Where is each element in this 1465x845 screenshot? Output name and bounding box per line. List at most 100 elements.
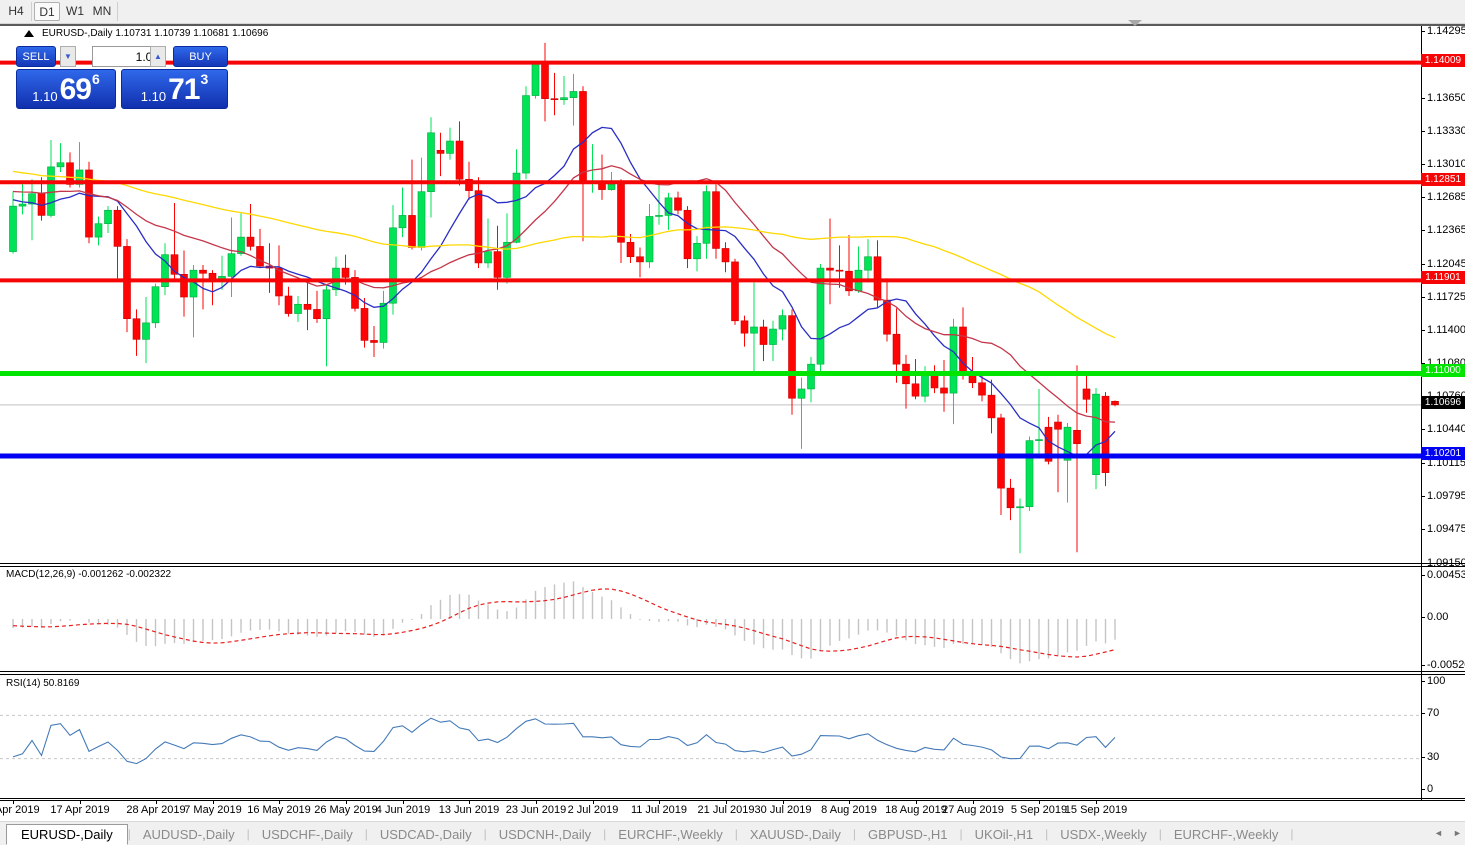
date-tick <box>13 801 14 804</box>
date-label: 30 Jul 2019 <box>754 804 812 816</box>
chart-window <box>0 24 1465 822</box>
price-tick-label: 1.12045 <box>1427 258 1465 270</box>
buy-price-display[interactable]: 1.10 71 3 <box>121 69 228 109</box>
chart-tab-ukoil-h1[interactable]: UKOil-,H1 <box>974 826 1034 842</box>
price-tick-label: 1.10440 <box>1427 423 1465 435</box>
price-tick <box>1421 131 1425 132</box>
chart-tab-gbpusd-h1[interactable]: GBPUSD-,H1 <box>868 826 948 842</box>
price-tick <box>1421 98 1425 99</box>
tab-separator: | <box>852 827 857 841</box>
timeframe-w1-button[interactable]: W1 <box>66 4 84 18</box>
tab-separator: | <box>127 827 131 841</box>
date-tick <box>469 801 470 804</box>
panel-splitter[interactable] <box>0 671 1465 672</box>
sell-button[interactable]: SELL <box>16 46 56 67</box>
rsi-panel-canvas[interactable] <box>0 677 1421 801</box>
chart-tab-usdx-weekly[interactable]: USDX-,Weekly <box>1060 826 1147 842</box>
price-tick-label: 1.09150 <box>1427 557 1465 569</box>
sell-price-display[interactable]: 1.10 69 6 <box>16 69 116 109</box>
date-tick <box>1096 801 1097 804</box>
price-tick <box>1421 31 1425 32</box>
rsi-tick-label: 70 <box>1427 707 1440 719</box>
price-tick <box>1421 197 1425 198</box>
chart-tab-xauusd-daily[interactable]: XAUUSD-,Daily <box>749 826 841 842</box>
panel-splitter <box>0 800 1465 801</box>
lot-size-input[interactable] <box>92 46 166 67</box>
rsi-value: 50.8169 <box>43 678 80 689</box>
chart-tab-audusd-daily[interactable]: AUDUSD-,Daily <box>142 826 235 842</box>
macd-tick <box>1421 617 1425 618</box>
price-tick-label: 1.14295 <box>1427 25 1465 37</box>
date-label: 8 Aug 2019 <box>821 804 877 816</box>
rsi-tick <box>1421 713 1425 714</box>
price-tick-label: 1.09795 <box>1427 490 1465 502</box>
date-tick <box>156 801 157 804</box>
chart-tab-eurchf-weekly[interactable]: EURCHF-,Weekly <box>618 826 723 842</box>
buy-button[interactable]: BUY <box>173 46 228 67</box>
chart-tab-usdchf-daily[interactable]: USDCHF-,Daily <box>261 826 353 842</box>
timeframe-toolbar: H4 D1 W1 MN <box>0 0 1465 24</box>
buy-price-prefix: 1.10 <box>140 89 167 104</box>
price-tick <box>1421 264 1425 265</box>
date-label: 4 Jun 2019 <box>375 804 431 816</box>
tab-separator: | <box>1158 827 1162 841</box>
date-tick <box>973 801 974 804</box>
buy-price-big: 71 <box>168 73 200 106</box>
level-price-label: 1.11901 <box>1421 271 1465 284</box>
rsi-label: RSI(14) <box>6 678 41 689</box>
chart-shift-marker-icon[interactable] <box>1128 20 1142 26</box>
date-label: 5 Sep 2019 <box>1010 804 1068 816</box>
buy-price-pip: 3 <box>200 71 209 87</box>
chart-symbol-label: EURUSD-,Daily <box>42 28 113 39</box>
tab-separator: | <box>1045 827 1049 841</box>
tab-separator: | <box>246 827 250 841</box>
tab-separator: | <box>1290 827 1294 841</box>
date-tick <box>80 801 81 804</box>
date-label: 8 Apr 2019 <box>0 804 40 816</box>
date-label: 21 Jul 2019 <box>697 804 755 816</box>
price-tick-label: 1.11400 <box>1427 324 1465 336</box>
date-tick <box>849 801 850 804</box>
date-label: 16 May 2019 <box>247 804 311 816</box>
level-price-label: 1.11000 <box>1421 364 1465 377</box>
chevron-down-icon: ▼ <box>64 52 72 61</box>
lot-decrease-button[interactable]: ▼ <box>60 46 76 67</box>
date-label: 23 Jun 2019 <box>505 804 567 816</box>
date-tick <box>1039 801 1040 804</box>
tab-separator: | <box>364 827 368 841</box>
tab-separator: | <box>959 827 963 841</box>
macd-panel-canvas[interactable] <box>0 569 1421 673</box>
chart-tab-eurusd-daily[interactable]: EURUSD-,Daily <box>6 823 128 845</box>
date-label: 2 Jul 2019 <box>567 804 619 816</box>
lot-increase-button[interactable]: ▲ <box>150 46 166 67</box>
collapse-panel-icon[interactable] <box>24 30 34 37</box>
timeframe-h4-button[interactable]: H4 <box>8 4 24 18</box>
date-tick <box>536 801 537 804</box>
rsi-title: RSI(14) 50.8169 <box>6 678 79 689</box>
price-tick <box>1421 563 1425 564</box>
chart-tab-eurchf-weekly[interactable]: EURCHF-,Weekly <box>1173 826 1279 842</box>
price-chart-canvas[interactable] <box>0 28 1421 565</box>
chart-tab-usdcnh-daily[interactable]: USDCNH-,Daily <box>498 826 592 842</box>
price-tick <box>1421 429 1425 430</box>
timeframe-d1-button[interactable]: D1 <box>34 2 60 21</box>
macd-label: MACD(12,26,9) <box>6 569 76 580</box>
tab-separator: | <box>603 827 607 841</box>
price-tick <box>1421 164 1425 165</box>
tabs-scroll-right-icon[interactable]: ► <box>1453 828 1462 838</box>
date-label: 13 Jun 2019 <box>438 804 500 816</box>
date-tick <box>346 801 347 804</box>
date-label: 27 Aug 2019 <box>942 804 1004 816</box>
price-tick <box>1421 330 1425 331</box>
price-tick <box>1421 363 1425 364</box>
rsi-tick-label: 30 <box>1427 751 1440 763</box>
panel-splitter[interactable] <box>0 563 1465 564</box>
tabs-scroll-left-icon[interactable]: ◄ <box>1434 828 1443 838</box>
chart-tab-usdcad-daily[interactable]: USDCAD-,Daily <box>379 826 472 842</box>
chart-tab-bar: EURUSD-,Daily | AUDUSD-,Daily | USDCHF-,Dail… <box>0 820 1465 845</box>
timeframe-mn-button[interactable]: MN <box>92 4 112 18</box>
rsi-tick <box>1421 757 1425 758</box>
date-tick <box>659 801 660 804</box>
price-axis-line <box>1421 26 1422 800</box>
